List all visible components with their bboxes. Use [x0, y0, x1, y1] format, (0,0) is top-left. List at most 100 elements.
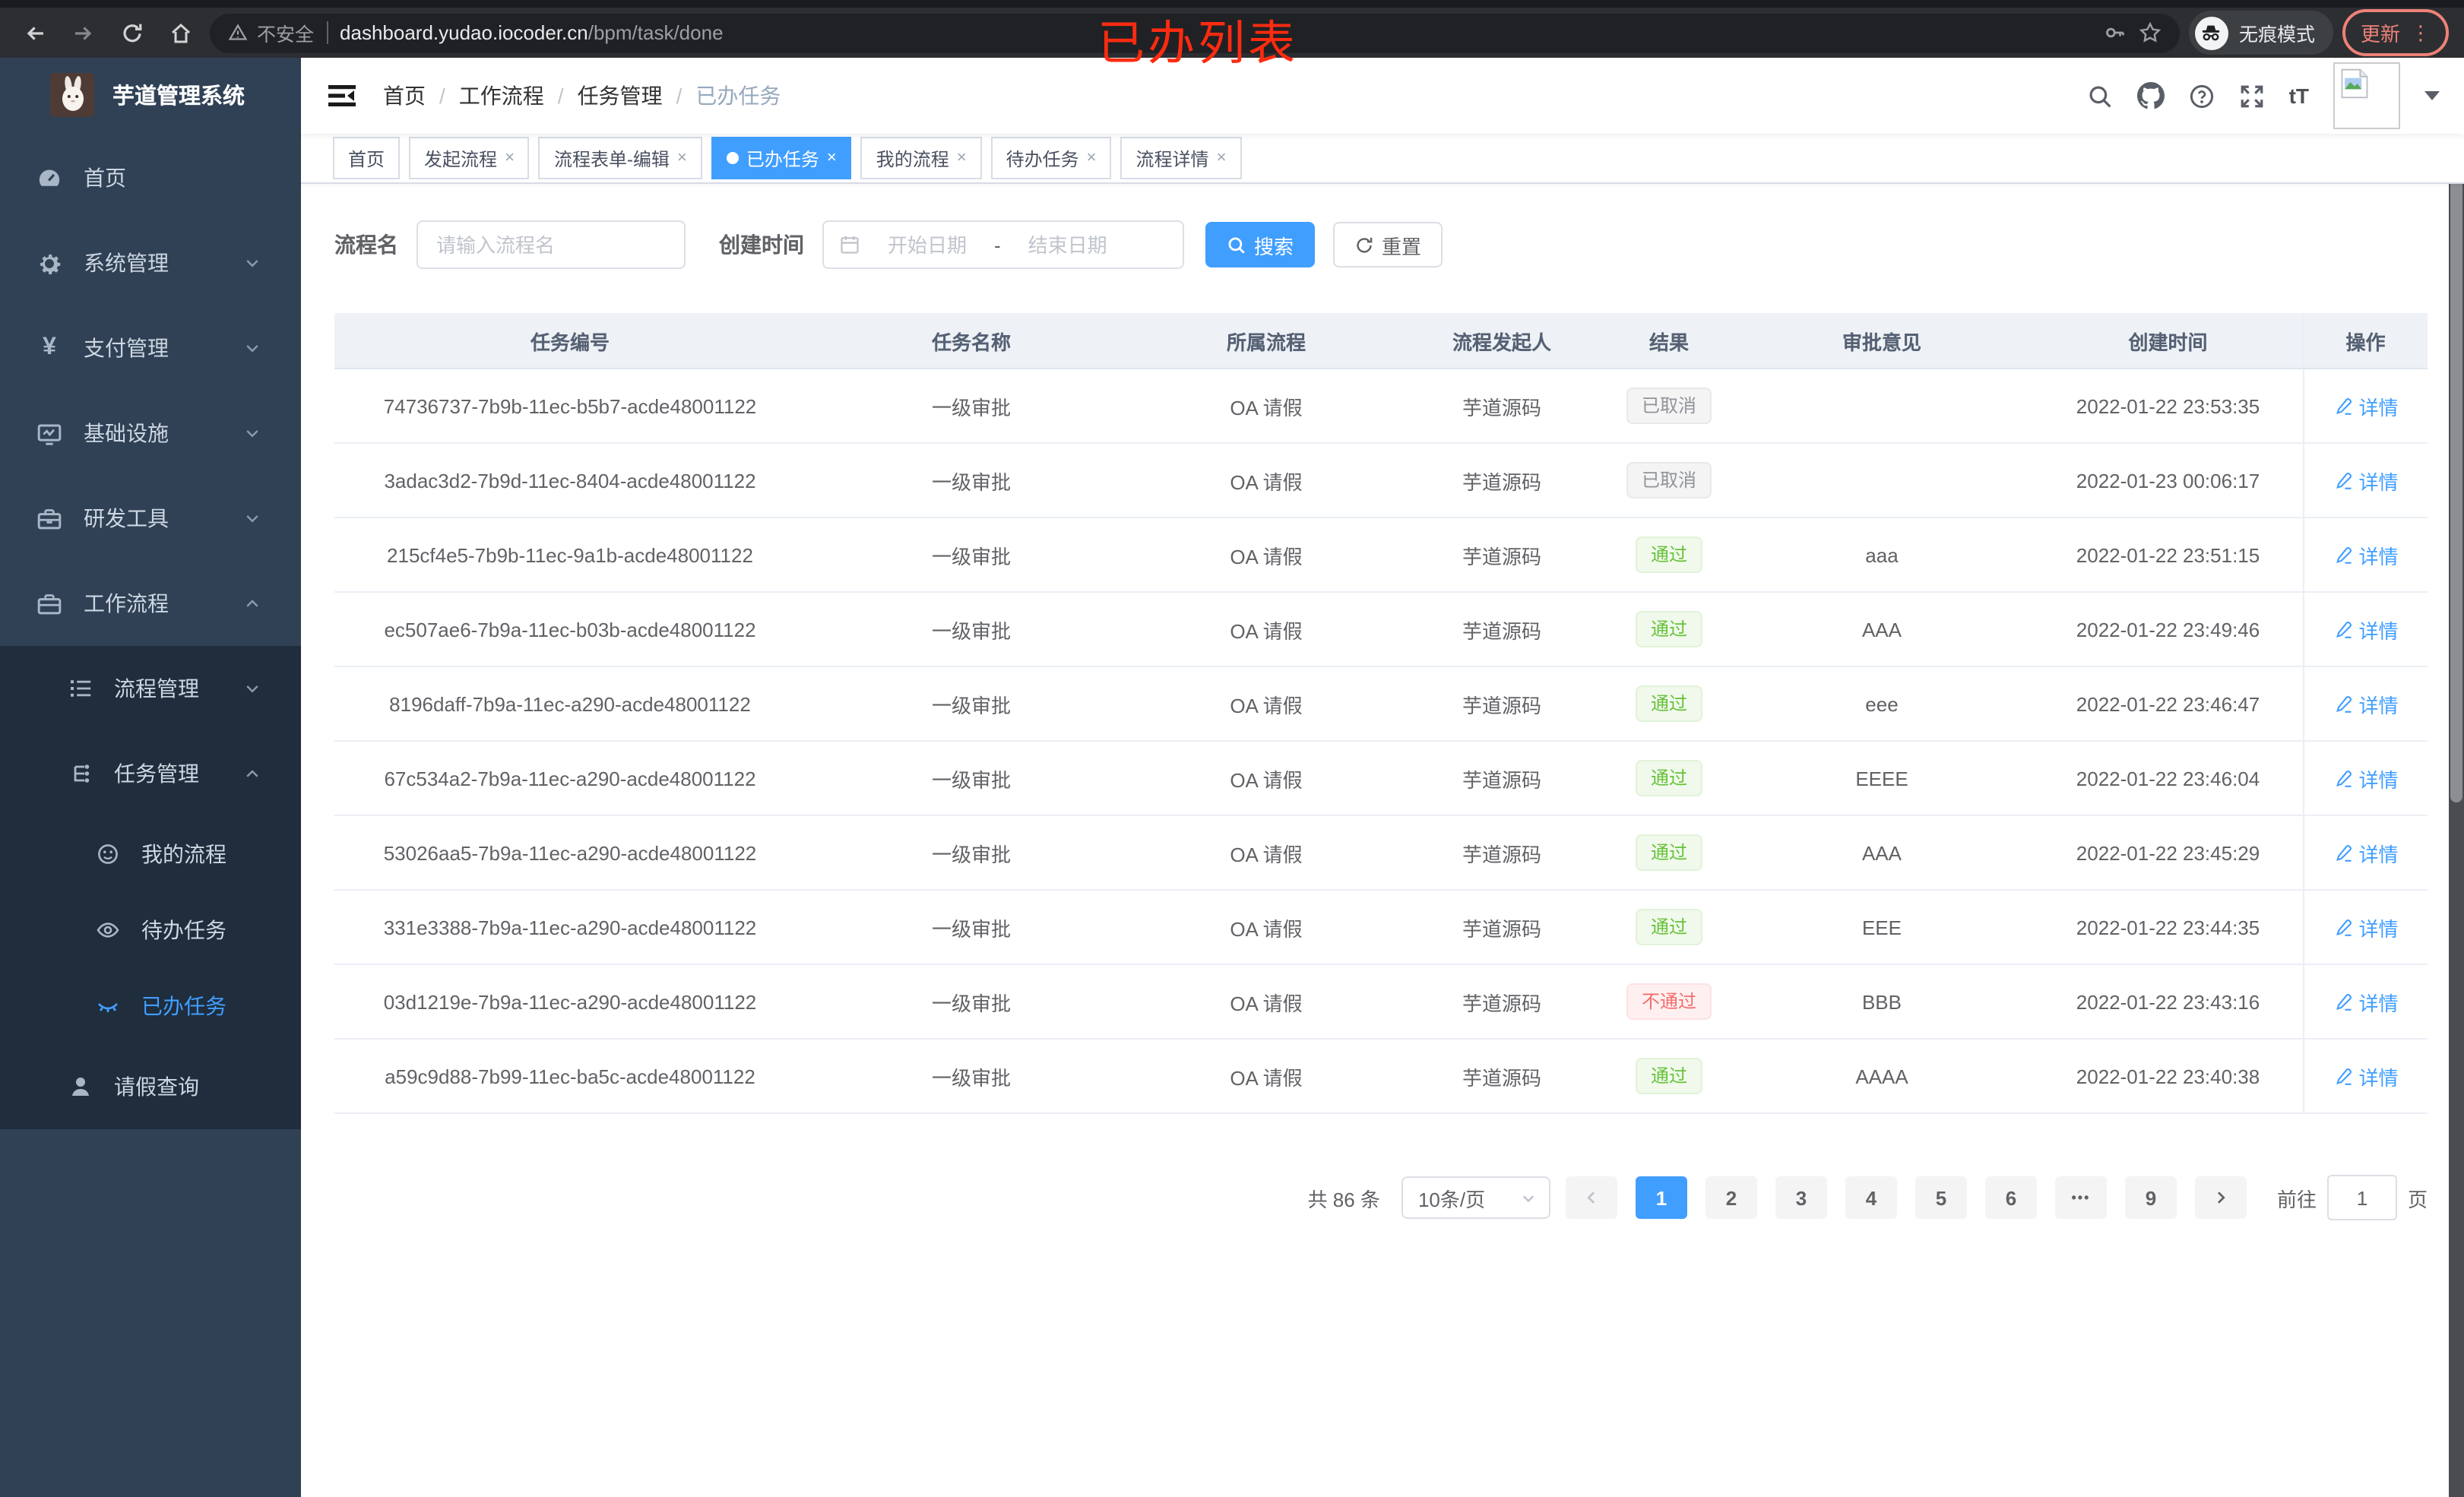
- sidebar-item-system[interactable]: 系统管理: [0, 220, 301, 305]
- workflow-nodes-icon: [67, 761, 93, 786]
- status-badge: 通过: [1635, 1058, 1702, 1094]
- font-size-icon[interactable]: tT: [2288, 84, 2309, 108]
- back-icon[interactable]: [15, 13, 55, 52]
- detail-button[interactable]: 详情: [2333, 913, 2399, 942]
- briefcase-icon: [36, 590, 62, 616]
- page-button-3[interactable]: 3: [1775, 1176, 1827, 1219]
- toolbox-icon: [36, 505, 62, 531]
- goto-label: 前往: [2276, 1188, 2317, 1211]
- forward-icon[interactable]: [64, 13, 103, 52]
- page-size-select[interactable]: 10条/页: [1401, 1176, 1550, 1219]
- breadcrumb-task-mgmt[interactable]: 任务管理: [577, 84, 663, 108]
- process-name-label: 流程名: [334, 233, 398, 257]
- start-date-input[interactable]: [869, 232, 985, 258]
- fullscreen-icon[interactable]: [2239, 83, 2265, 109]
- process-name-input[interactable]: [416, 220, 686, 269]
- calendar-icon: [839, 234, 860, 255]
- sidebar-item-home[interactable]: 首页: [0, 135, 301, 220]
- navbar-actions: tT: [2087, 62, 2440, 129]
- security-indicator[interactable]: 不安全: [228, 18, 314, 47]
- window-scrollbar[interactable]: [2449, 58, 2464, 1497]
- end-date-input[interactable]: [1009, 232, 1126, 258]
- page-button-6[interactable]: 6: [1984, 1176, 2037, 1219]
- close-icon[interactable]: ×: [956, 149, 967, 167]
- table-row: 67c534a2-7b9a-11ec-a290-acde48001122 一级审批…: [334, 741, 2428, 816]
- sidebar-item-task-mgmt[interactable]: 任务管理: [0, 731, 301, 816]
- tab-process-detail[interactable]: 流程详情 ×: [1120, 137, 1242, 179]
- home-icon[interactable]: [161, 13, 201, 52]
- close-icon[interactable]: ×: [676, 149, 687, 167]
- avatar[interactable]: [2333, 62, 2400, 129]
- bookmark-star-icon[interactable]: [2139, 21, 2162, 44]
- detail-button[interactable]: 详情: [2333, 615, 2399, 644]
- tab-form-edit[interactable]: 流程表单-编辑 ×: [538, 137, 702, 179]
- detail-button[interactable]: 详情: [2333, 466, 2399, 495]
- tab-start-process[interactable]: 发起流程 ×: [409, 137, 530, 179]
- search-icon[interactable]: [2087, 83, 2113, 109]
- date-range-picker[interactable]: -: [822, 220, 1184, 269]
- status-badge: 通过: [1635, 685, 1702, 722]
- reset-button[interactable]: 重置: [1333, 222, 1443, 267]
- search-icon: [1228, 236, 1245, 253]
- status-badge: 通过: [1635, 834, 1702, 871]
- browser-menu-icon[interactable]: ⋮: [2411, 21, 2431, 43]
- chevron-down-icon: [243, 339, 261, 357]
- page-button-9[interactable]: 9: [2124, 1176, 2177, 1219]
- sidebar-item-leave-query[interactable]: 请假查询: [0, 1044, 301, 1129]
- close-icon[interactable]: ×: [1086, 149, 1097, 167]
- dashboard-icon: [36, 165, 62, 191]
- tab-home[interactable]: 首页: [333, 137, 401, 179]
- sidebar-item-process-mgmt[interactable]: 流程管理: [0, 646, 301, 731]
- sidebar-item-payment[interactable]: ¥ 支付管理: [0, 305, 301, 391]
- url-text[interactable]: dashboard.yudao.iocoder.cn/bpm/task/done: [340, 21, 724, 44]
- detail-button[interactable]: 详情: [2333, 391, 2399, 420]
- detail-button[interactable]: 详情: [2333, 764, 2399, 793]
- reload-icon[interactable]: [112, 13, 152, 52]
- breadcrumb: 首页 / 工作流程 / 任务管理 / 已办任务: [383, 81, 781, 111]
- prev-page-button[interactable]: [1565, 1176, 1617, 1219]
- col-flow: 所属流程: [1137, 313, 1395, 369]
- close-icon[interactable]: ×: [826, 149, 837, 167]
- password-key-icon[interactable]: [2104, 21, 2127, 44]
- avatar-caret-icon[interactable]: [2424, 91, 2440, 100]
- page-button-2[interactable]: 2: [1705, 1176, 1757, 1219]
- detail-button[interactable]: 详情: [2333, 1062, 2399, 1090]
- sidebar-item-my-process[interactable]: 我的流程: [0, 816, 301, 892]
- help-icon[interactable]: [2189, 83, 2215, 109]
- sidebar-item-infra[interactable]: 基础设施: [0, 391, 301, 476]
- incognito-icon: [2194, 16, 2228, 49]
- more-pages-button[interactable]: •••: [2054, 1176, 2107, 1219]
- sidebar-item-devtools[interactable]: 研发工具: [0, 476, 301, 561]
- tab-done-tasks[interactable]: 已办任务 ×: [711, 137, 852, 179]
- detail-button[interactable]: 详情: [2333, 987, 2399, 1016]
- sidebar-item-todo-tasks[interactable]: 待办任务: [0, 892, 301, 968]
- update-button[interactable]: 更新 ⋮: [2342, 9, 2449, 56]
- sidebar-item-done-tasks[interactable]: 已办任务: [0, 968, 301, 1044]
- status-badge: 通过: [1635, 611, 1702, 647]
- github-icon[interactable]: [2136, 82, 2165, 109]
- edit-pen-icon: [2336, 993, 2352, 1010]
- next-page-button[interactable]: [2194, 1176, 2247, 1219]
- tab-todo-tasks[interactable]: 待办任务 ×: [990, 137, 1112, 179]
- detail-button[interactable]: 详情: [2333, 689, 2399, 718]
- logo-row[interactable]: 芋道管理系统: [0, 58, 301, 131]
- divider: [326, 21, 328, 44]
- chevron-up-icon: [243, 594, 261, 612]
- close-icon[interactable]: ×: [505, 149, 515, 167]
- tab-my-process[interactable]: 我的流程 ×: [860, 137, 982, 179]
- page-button-5[interactable]: 5: [1915, 1176, 1967, 1219]
- close-icon[interactable]: ×: [1216, 149, 1227, 167]
- page-button-4[interactable]: 4: [1845, 1176, 1897, 1219]
- breadcrumb-workflow[interactable]: 工作流程: [458, 84, 544, 108]
- page-button-1[interactable]: 1: [1635, 1176, 1687, 1219]
- sidebar-item-workflow[interactable]: 工作流程: [0, 561, 301, 646]
- address-bar[interactable]: 不安全 dashboard.yudao.iocoder.cn/bpm/task/…: [210, 13, 2180, 52]
- detail-button[interactable]: 详情: [2333, 838, 2399, 867]
- search-button[interactable]: 搜索: [1205, 222, 1316, 267]
- breadcrumb-home[interactable]: 首页: [383, 84, 426, 108]
- detail-button[interactable]: 详情: [2333, 540, 2399, 569]
- sidebar-collapse-icon[interactable]: [328, 84, 356, 108]
- goto-page-input[interactable]: [2326, 1175, 2397, 1220]
- scrollbar-thumb[interactable]: [2450, 61, 2462, 802]
